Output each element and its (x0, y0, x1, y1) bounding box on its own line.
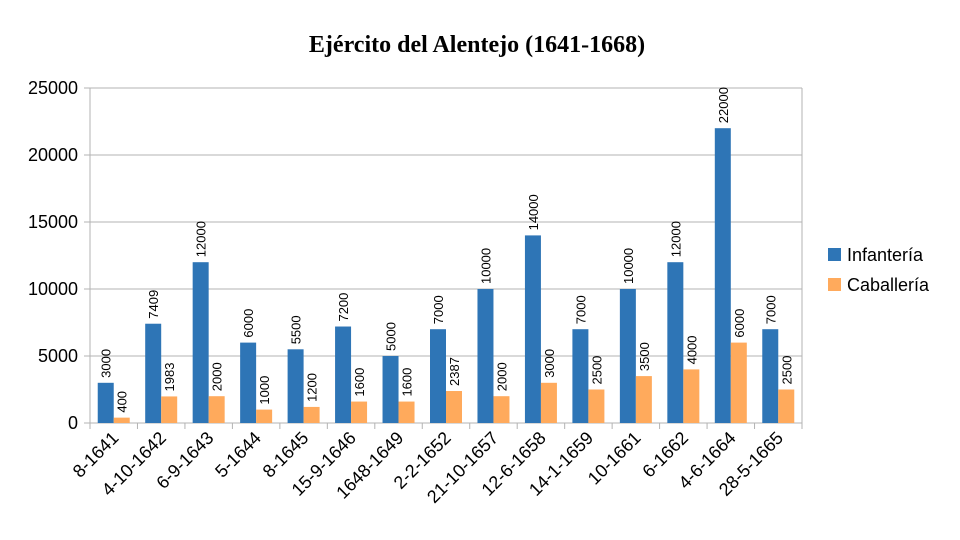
y-tick-label: 15000 (28, 212, 78, 232)
y-tick-label: 0 (68, 413, 78, 433)
data-label: 10000 (621, 248, 636, 284)
bar-caballeria (351, 401, 368, 423)
bar-caballeria (113, 417, 130, 423)
y-tick-label: 10000 (28, 279, 78, 299)
data-label: 1200 (305, 373, 320, 402)
bar-caballeria (398, 401, 415, 423)
data-label: 2500 (589, 356, 604, 385)
y-axis: 0 5000 10000 15000 20000 25000 (28, 78, 78, 433)
bar-infanteria (145, 323, 162, 423)
data-label: 10000 (478, 248, 493, 284)
data-label: 5000 (384, 322, 399, 351)
data-label: 2500 (779, 356, 794, 385)
data-label: 7000 (763, 295, 778, 324)
bar-caballeria (588, 389, 605, 423)
data-label: 12000 (194, 221, 209, 257)
bar-infanteria (240, 342, 257, 423)
bar-caballeria (446, 391, 462, 423)
bar-infanteria (192, 262, 209, 423)
bar-caballeria (208, 396, 225, 423)
legend-label: Caballería (847, 275, 930, 295)
bar-caballeria (303, 406, 320, 423)
legend-swatch (828, 278, 841, 291)
chart-title: Ejército del Alentejo (1641-1668) (309, 32, 645, 58)
bar-infanteria (430, 329, 446, 423)
y-tick-label: 20000 (28, 145, 78, 165)
y-tick-label: 5000 (38, 346, 78, 366)
data-label: 3500 (637, 342, 652, 371)
data-label: 1600 (400, 368, 415, 397)
bar-caballeria (256, 409, 273, 423)
data-label: 7000 (431, 295, 446, 324)
bar-infanteria (335, 326, 352, 423)
bar-infanteria (382, 356, 399, 423)
data-label: 4000 (684, 335, 699, 364)
bars: 3000400740919831200020006000100055001200… (97, 87, 795, 423)
bar-caballeria (730, 342, 747, 423)
bar-caballeria (635, 376, 652, 423)
bar-infanteria (287, 349, 304, 423)
legend-label: Infantería (847, 245, 924, 265)
data-label: 12000 (668, 221, 683, 257)
data-label: 1000 (257, 376, 272, 405)
bar-infanteria (714, 128, 731, 423)
x-tick-label: 10-1661 (584, 428, 645, 489)
data-label: 6000 (241, 309, 256, 338)
data-label: 400 (115, 391, 130, 413)
data-label: 5500 (289, 315, 304, 344)
legend: Infantería Caballería (828, 245, 930, 295)
data-label: 22000 (716, 87, 731, 123)
bar-caballeria (161, 396, 178, 423)
data-label: 7409 (146, 290, 161, 319)
bar-infanteria (477, 289, 494, 423)
bar-caballeria (540, 382, 557, 423)
data-label: 2387 (447, 357, 462, 386)
data-label: 2000 (210, 362, 225, 391)
data-label: 7000 (573, 295, 588, 324)
bar-infanteria (572, 329, 589, 423)
data-label: 3000 (99, 349, 114, 378)
bar-infanteria (619, 289, 636, 423)
bar-infanteria (524, 235, 541, 423)
x-axis: 8-16414-10-16426-9-16435-16448-164515-9-… (69, 428, 787, 507)
bar-caballeria (493, 396, 510, 423)
data-label: 1600 (352, 368, 367, 397)
bar-infanteria (97, 382, 114, 423)
data-label: 7200 (336, 293, 351, 322)
data-label: 14000 (526, 194, 541, 230)
bar-caballeria (778, 389, 795, 423)
y-tick-label: 25000 (28, 78, 78, 98)
data-label: 1983 (162, 363, 177, 392)
bar-infanteria (762, 329, 779, 423)
data-label: 2000 (494, 362, 509, 391)
bar-infanteria (667, 262, 684, 423)
x-tick-label: 5-1644 (211, 428, 265, 482)
bar-caballeria (683, 369, 700, 423)
data-label: 3000 (542, 349, 557, 378)
legend-swatch (828, 248, 841, 261)
data-label: 6000 (732, 309, 747, 338)
